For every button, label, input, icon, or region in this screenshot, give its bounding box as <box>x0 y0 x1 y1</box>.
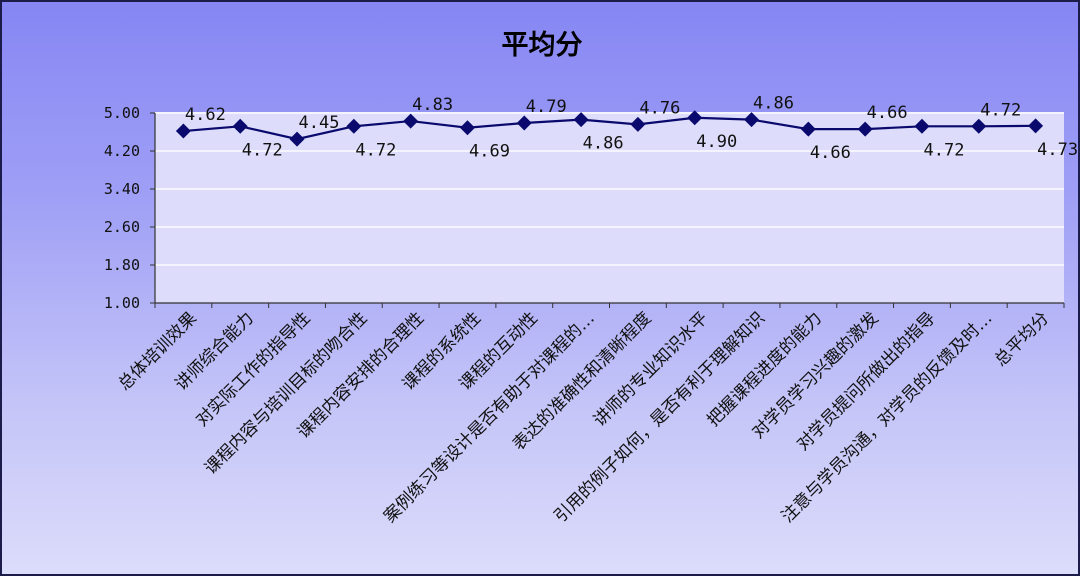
data-point-marker <box>744 112 760 128</box>
data-label: 4.79 <box>526 97 567 117</box>
data-point-marker <box>687 110 703 126</box>
y-tick-label: 3.40 <box>104 180 140 198</box>
data-label: 4.90 <box>696 132 737 152</box>
data-label: 4.69 <box>469 142 510 162</box>
series-line <box>183 116 1036 141</box>
data-label: 4.72 <box>980 100 1021 120</box>
data-point-marker <box>346 118 362 134</box>
data-point-marker <box>573 112 589 128</box>
data-label: 4.66 <box>867 103 908 123</box>
data-point-marker <box>459 120 475 136</box>
x-category-label: 注意与学员沟通，对学员的反馈及时… <box>778 308 996 526</box>
y-tick-label: 5.00 <box>104 104 140 122</box>
y-axis-ticks: 1.00 1.80 2.60 3.40 4.20 5.00 <box>104 104 155 312</box>
x-axis-category-labels: 总体培训效果讲师综合能力对实际工作的指导性课程内容与培训目标的吻合性课程内容安排… <box>115 308 1053 526</box>
data-point-marker <box>289 131 305 147</box>
gridlines <box>155 112 1064 266</box>
y-tick-label: 4.20 <box>104 142 140 160</box>
x-category-label: 案例练习等设计是否有助于对课程的… <box>380 308 598 526</box>
data-point-marker <box>516 115 532 131</box>
y-tick-label: 1.00 <box>104 294 140 312</box>
data-labels: 4.62 4.72 4.45 4.72 4.83 4.69 4.79 4.86 4.76 4.90… <box>185 94 1078 163</box>
data-label: 4.73 <box>1037 140 1078 160</box>
x-category-label: 引用的例子如何，是否有利于理解知识 <box>551 308 769 526</box>
data-label: 4.76 <box>639 98 680 118</box>
data-point-marker <box>914 118 930 134</box>
y-tick-label: 2.60 <box>104 218 140 236</box>
data-label: 4.86 <box>753 94 794 114</box>
data-label: 4.72 <box>242 140 283 160</box>
x-category-label: 总平均分 <box>991 308 1053 370</box>
chart-title: 平均分 <box>502 30 583 61</box>
series-polyline <box>183 116 1036 141</box>
data-label: 4.83 <box>412 95 453 115</box>
data-point-marker <box>857 121 873 137</box>
data-point-marker <box>971 118 987 134</box>
data-label: 4.72 <box>355 140 396 160</box>
data-label: 4.66 <box>810 143 851 163</box>
data-point-marker <box>800 121 816 137</box>
data-point-marker <box>232 118 248 134</box>
data-point-marker <box>630 116 646 132</box>
data-label: 4.45 <box>299 113 340 133</box>
data-point-marker <box>1028 118 1044 134</box>
plot-area <box>155 113 1064 303</box>
data-point-marker <box>175 123 191 139</box>
axes <box>154 113 1065 308</box>
data-label: 4.62 <box>185 105 226 125</box>
data-label: 4.72 <box>923 140 964 160</box>
y-tick-label: 1.80 <box>104 256 140 274</box>
data-point-marker <box>403 113 419 129</box>
data-label: 4.86 <box>583 134 624 154</box>
series-points <box>175 110 1044 147</box>
